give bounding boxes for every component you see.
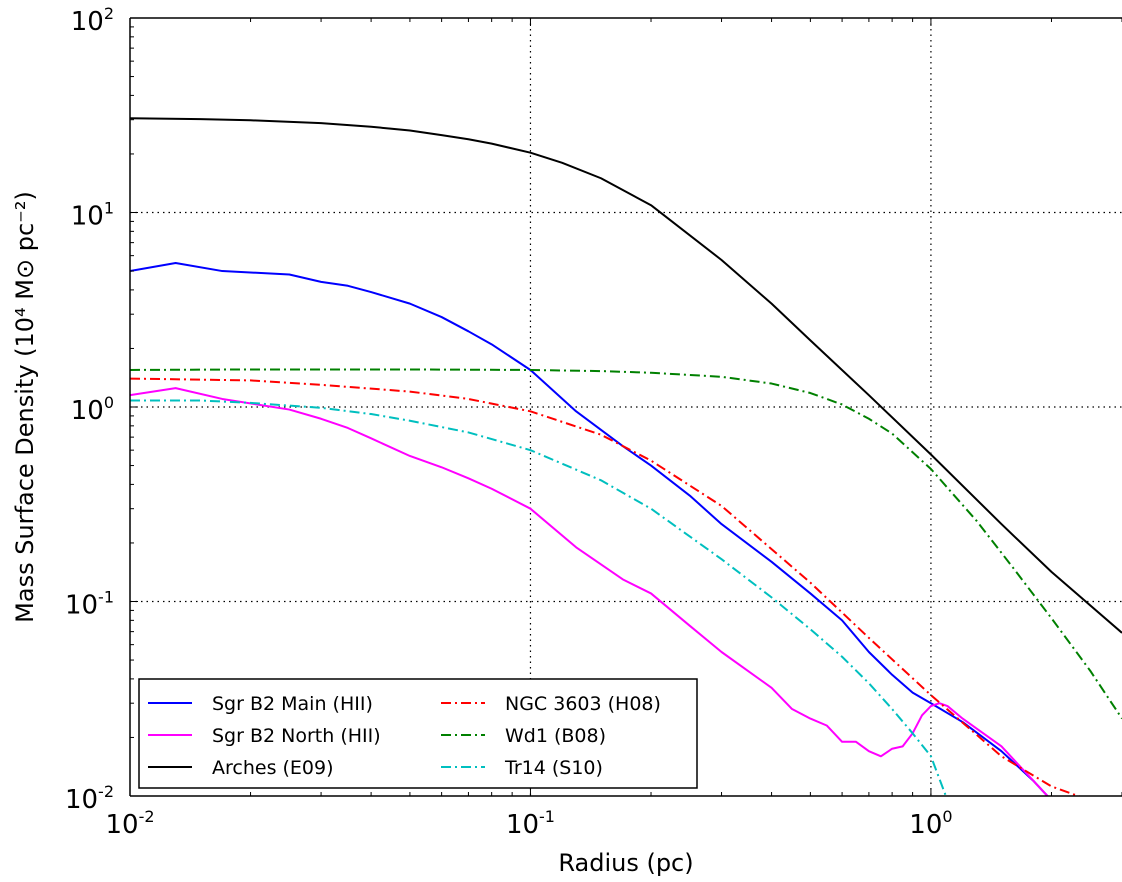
legend-box [138,678,698,789]
axes [129,17,1122,797]
y-axis-title: Mass Surface Density (10⁴ M⊙ pc⁻²) [11,191,39,623]
x-tick-label: 100 [909,807,952,840]
legend-label-5: Tr14 (S10) [504,757,603,779]
legend-label-4: Wd1 (B08) [505,725,606,747]
series-line-4 [130,368,1122,720]
legend-label-0: Sgr B2 Main (HII) [212,693,373,715]
y-tick-label: 100 [71,393,114,426]
legend-label-1: Sgr B2 North (HII) [212,725,381,747]
legend-label-3: NGC 3603 (H08) [505,693,661,715]
series-line-3 [130,377,1082,796]
series-lines [130,117,1122,796]
x-tick-label: 10-2 [105,807,154,840]
legend-label-2: Arches (E09) [212,757,334,779]
y-tick-label: 102 [71,4,114,37]
y-tick-label: 10-2 [65,782,114,815]
legend: Sgr B2 Main (HII) Sgr B2 North (HII) Arche… [138,678,698,789]
series-line-2 [130,117,1122,634]
tick-labels: 10-2 10-1 100 10-2 10-1 100 101 102 [65,4,953,840]
series-line-0 [130,262,1049,796]
y-tick-label: 101 [71,199,114,232]
series-line-1 [130,387,1049,796]
x-tick-label: 10-1 [506,807,555,840]
x-axis-title: Radius (pc) [558,849,693,877]
y-tick-label: 10-1 [65,588,114,621]
